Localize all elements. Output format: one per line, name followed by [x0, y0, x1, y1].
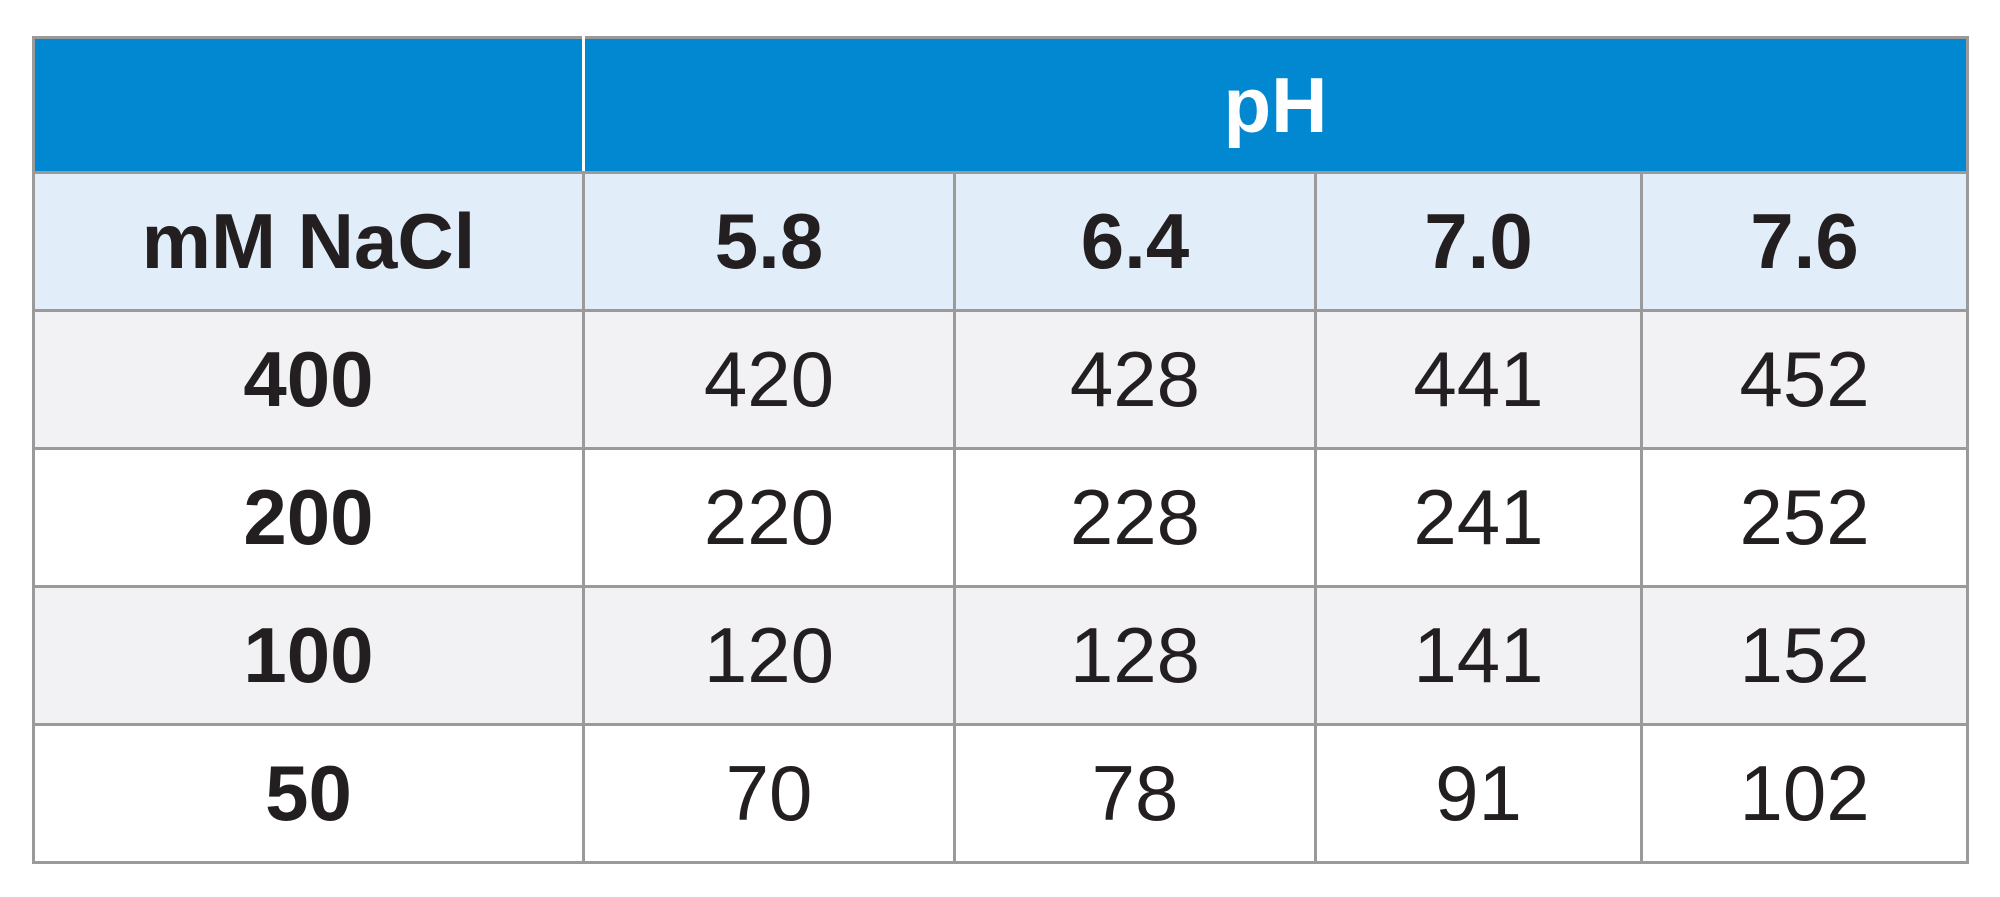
cell: 102	[1639, 723, 1970, 864]
cell: 220	[582, 447, 956, 588]
row-label: 100	[32, 585, 585, 726]
cell: 91	[1314, 723, 1643, 864]
cell: 128	[953, 585, 1317, 726]
cell: 120	[582, 585, 956, 726]
cell: 452	[1639, 309, 1970, 450]
cell: 152	[1639, 585, 1970, 726]
table-row: 400 420 428 441 452	[32, 309, 1970, 450]
row-label: 400	[32, 309, 585, 450]
table-row: 200 220 228 241 252	[32, 447, 1970, 588]
cell: 241	[1314, 447, 1643, 588]
column-header: 5.8	[582, 171, 956, 312]
table-body: pH mM NaCl 5.8 6.4 7.0 7.6 400 420 428 441 452 2…	[32, 36, 1970, 864]
cell: 441	[1314, 309, 1643, 450]
cell: 228	[953, 447, 1317, 588]
row-label: 50	[32, 723, 585, 864]
data-table: pH mM NaCl 5.8 6.4 7.0 7.6 400 420 428 441 452 2…	[32, 36, 1970, 864]
blank-cell	[32, 36, 585, 174]
column-header: 7.0	[1314, 171, 1643, 312]
cell: 252	[1639, 447, 1970, 588]
column-header: 6.4	[953, 171, 1317, 312]
cell: 141	[1314, 585, 1643, 726]
cell: 70	[582, 723, 956, 864]
row-label: 200	[32, 447, 585, 588]
column-header-row: mM NaCl 5.8 6.4 7.0 7.6	[32, 171, 1970, 312]
column-label: mM NaCl	[32, 171, 585, 312]
table-row: 50 70 78 91 102	[32, 723, 1970, 864]
cell: 420	[582, 309, 956, 450]
header-row: pH	[32, 36, 1970, 174]
table-row: 100 120 128 141 152	[32, 585, 1970, 726]
cell: 78	[953, 723, 1317, 864]
cell: 428	[953, 309, 1317, 450]
column-header: 7.6	[1639, 171, 1970, 312]
header-title: pH	[581, 36, 1970, 174]
